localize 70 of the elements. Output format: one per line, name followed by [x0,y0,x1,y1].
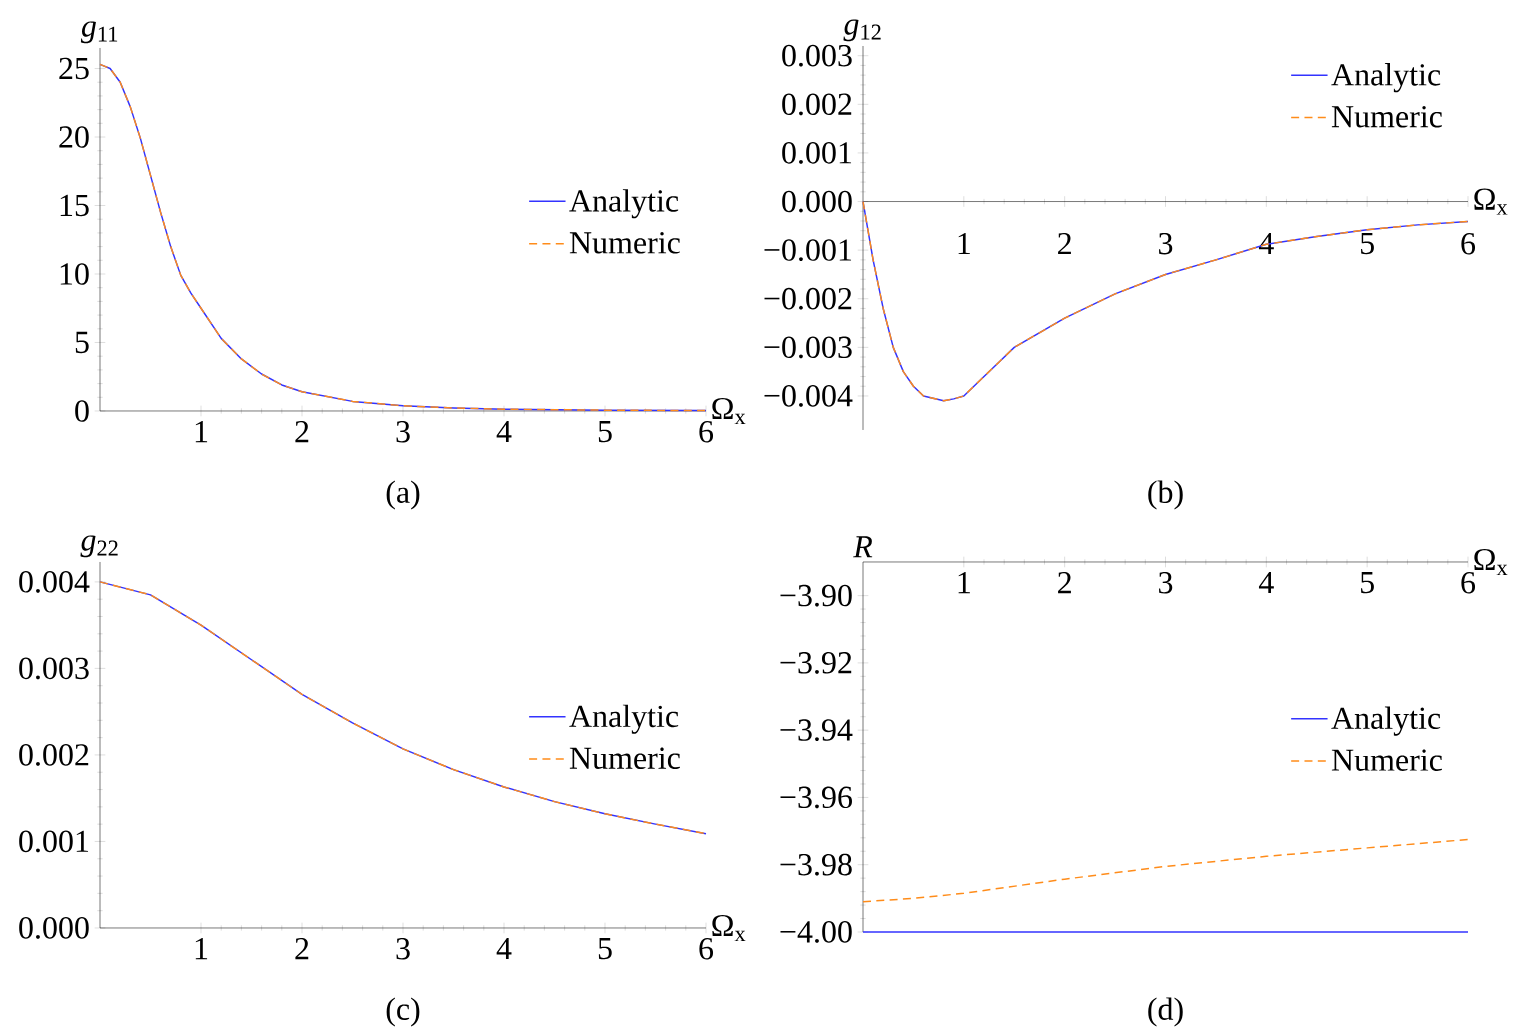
x-tick-label: 5 [598,938,612,960]
line-series [99,581,707,835]
text: (a) [386,480,420,510]
y-tick-label: 10 [60,263,89,285]
x-tick-label: 6 [1461,572,1476,594]
y-tick-label: 0.002 [19,744,89,766]
text: (c) [386,997,420,1027]
text: (b) [1148,480,1183,510]
y-tick-label: 0.002 [782,93,852,116]
x-axis-title: Ω$_{x}$ [1474,188,1508,215]
y-tick-label: 20 [59,126,89,148]
x-tick-label: 4 [496,938,512,960]
y-tick-label: 0.001 [782,142,852,164]
legend-label: Analytic [569,189,679,219]
y-tick-label: −0.001 [764,239,852,262]
legend-label: Numeric [1331,105,1442,128]
x-tick-label: 4 [1258,572,1274,594]
y-tick-label: −4.00 [780,921,852,943]
x-tick-label: 2 [295,938,309,960]
legend-label: Analytic [569,704,679,734]
y-tick-label: −3.92 [780,652,852,674]
x-tick-label: 2 [1058,232,1071,255]
x-tick-label: 3 [1159,232,1173,255]
x-axis-title: Ω$_{x}$ [712,397,746,425]
x-tick-label: 5 [1361,232,1374,255]
y-axis-title: R [853,536,873,558]
y-tick-label: −3.98 [780,853,852,876]
y-tick-label: −0.003 [764,336,852,359]
x-tick-label: 5 [598,421,612,443]
x-tick-label: 2 [1058,572,1071,594]
x-tick-label: 1 [195,938,208,960]
x-tick-label: 6 [699,938,714,960]
legend-label: Numeric [569,232,680,254]
y-axis-title: g$_{11}$ [80,21,118,44]
x-tick-label: 4 [496,421,512,443]
x-tick-label: 1 [195,421,208,443]
x-axis-title: Ω$_{x}$ [712,914,746,942]
x-tick-label: 2 [295,421,309,443]
x-tick-label: 5 [1361,572,1374,594]
y-tick-label: −0.002 [764,287,852,310]
y-tick-label: 0 [75,400,89,422]
legend-label: Numeric [569,747,680,769]
x-tick-label: 3 [396,421,410,443]
y-tick-label: 0.003 [19,657,89,680]
y-tick-label: −0.004 [764,385,853,407]
y-axis-title: g$_{22}$ [80,535,118,558]
x-tick-label: 6 [699,421,714,443]
x-tick-label: 1 [958,572,970,594]
legend-label: Analytic [1331,63,1441,93]
x-tick-label: 1 [958,232,970,255]
y-tick-label: 0.000 [782,190,852,213]
text: (d) [1148,997,1183,1027]
y-tick-label: 25 [59,57,89,80]
y-tick-label: 0.004 [19,571,90,593]
y-tick-label: 0.001 [19,830,89,853]
line-series [862,838,1469,903]
y-tick-label: −3.96 [780,786,852,809]
y-tick-label: 15 [60,194,89,217]
x-tick-label: 3 [1159,572,1173,594]
y-tick-label: −3.90 [780,584,852,607]
legend-label: Analytic [1331,706,1441,736]
x-tick-label: 3 [396,938,410,960]
y-tick-label: 5 [75,331,89,354]
y-tick-label: 0.003 [782,44,852,67]
x-tick-label: 6 [1461,232,1476,255]
y-tick-label: 0.000 [19,917,89,939]
x-axis-title: Ω$_{x}$ [1474,548,1508,576]
y-tick-label: −3.94 [780,719,853,741]
y-axis-title: g$_{12}$ [843,19,881,42]
legend-label: Numeric [1331,749,1442,771]
